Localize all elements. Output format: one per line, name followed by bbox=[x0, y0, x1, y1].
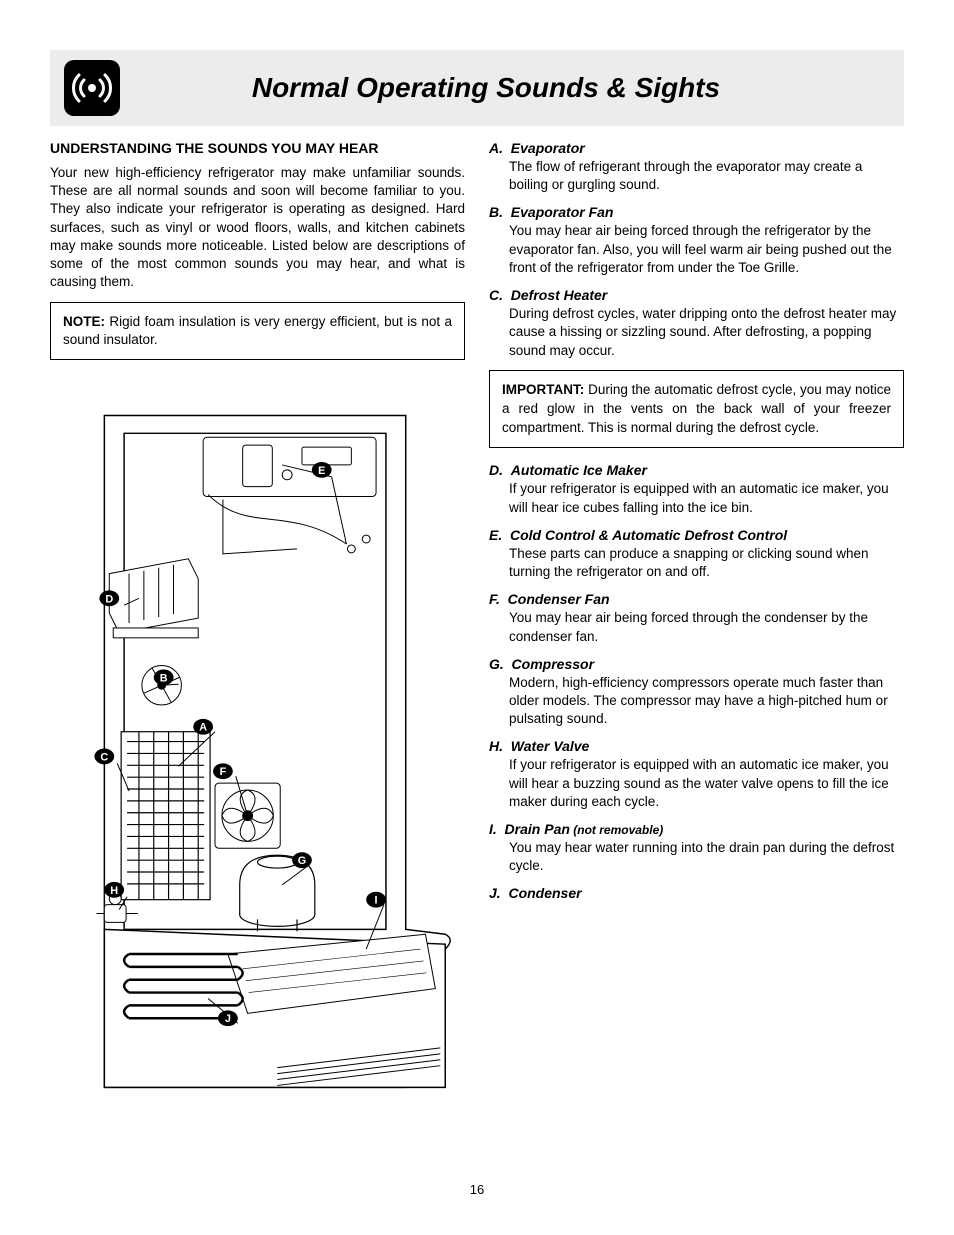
item-G: G. Compressor Modern, high-efficiency com… bbox=[489, 656, 904, 729]
item-body: During defrost cycles, water dripping on… bbox=[489, 305, 904, 360]
svg-text:J: J bbox=[225, 1013, 231, 1025]
item-title: F. Condenser Fan bbox=[489, 591, 904, 607]
right-column: A. Evaporator The flow of refrigerant thr… bbox=[489, 140, 904, 1122]
svg-text:I: I bbox=[375, 895, 378, 907]
svg-text:C: C bbox=[100, 751, 108, 763]
refrigerator-diagram: A B C D E F G H I J bbox=[50, 376, 465, 1122]
svg-text:B: B bbox=[160, 672, 168, 684]
item-H: H. Water Valve If your refrigerator is eq… bbox=[489, 738, 904, 811]
item-J: J. Condenser bbox=[489, 885, 904, 901]
header-bar: Normal Operating Sounds & Sights bbox=[50, 50, 904, 126]
item-D: D. Automatic Ice Maker If your refrigerat… bbox=[489, 462, 904, 516]
page-number: 16 bbox=[50, 1182, 904, 1197]
content-columns: UNDERSTANDING THE SOUNDS YOU MAY HEAR Yo… bbox=[50, 140, 904, 1122]
left-column: UNDERSTANDING THE SOUNDS YOU MAY HEAR Yo… bbox=[50, 140, 465, 1122]
item-title: C. Defrost Heater bbox=[489, 287, 904, 303]
item-C: C. Defrost Heater During defrost cycles, … bbox=[489, 287, 904, 360]
note-body: Rigid foam insulation is very energy eff… bbox=[63, 314, 452, 347]
intro-paragraph: Your new high-efficiency refrigerator ma… bbox=[50, 164, 465, 292]
item-title: H. Water Valve bbox=[489, 738, 904, 754]
item-E: E. Cold Control & Automatic Defrost Cont… bbox=[489, 527, 904, 581]
item-body: You may hear water running into the drai… bbox=[489, 839, 904, 875]
item-title: G. Compressor bbox=[489, 656, 904, 672]
item-F: F. Condenser Fan You may hear air being f… bbox=[489, 591, 904, 645]
item-A: A. Evaporator The flow of refrigerant thr… bbox=[489, 140, 904, 194]
note-label: NOTE: bbox=[63, 314, 105, 329]
item-B: B. Evaporator Fan You may hear air being … bbox=[489, 204, 904, 277]
item-title: D. Automatic Ice Maker bbox=[489, 462, 904, 478]
note-box: NOTE: Rigid foam insulation is very ener… bbox=[50, 302, 465, 360]
item-body: You may hear air being forced through th… bbox=[489, 609, 904, 645]
svg-text:H: H bbox=[110, 885, 118, 897]
page-title: Normal Operating Sounds & Sights bbox=[138, 72, 890, 104]
important-label: IMPORTANT: bbox=[502, 382, 584, 397]
section-heading: UNDERSTANDING THE SOUNDS YOU MAY HEAR bbox=[50, 140, 465, 156]
item-title: B. Evaporator Fan bbox=[489, 204, 904, 220]
item-body: You may hear air being forced through th… bbox=[489, 222, 904, 277]
item-title: I. Drain Pan (not removable) bbox=[489, 821, 904, 837]
svg-text:E: E bbox=[318, 465, 325, 477]
item-body: The flow of refrigerant through the evap… bbox=[489, 158, 904, 194]
item-title: E. Cold Control & Automatic Defrost Cont… bbox=[489, 527, 904, 543]
important-box: IMPORTANT: During the automatic defrost … bbox=[489, 370, 904, 449]
item-body: If your refrigerator is equipped with an… bbox=[489, 756, 904, 811]
svg-text:G: G bbox=[298, 855, 306, 867]
item-title: A. Evaporator bbox=[489, 140, 904, 156]
item-I: I. Drain Pan (not removable) You may hear… bbox=[489, 821, 904, 875]
svg-text:F: F bbox=[220, 766, 227, 778]
item-body: These parts can produce a snapping or cl… bbox=[489, 545, 904, 581]
item-title: J. Condenser bbox=[489, 885, 904, 901]
svg-text:D: D bbox=[105, 593, 113, 605]
item-body: Modern, high-efficiency compressors oper… bbox=[489, 674, 904, 729]
sound-icon bbox=[64, 60, 120, 116]
item-body: If your refrigerator is equipped with an… bbox=[489, 480, 904, 516]
svg-text:A: A bbox=[199, 722, 207, 734]
